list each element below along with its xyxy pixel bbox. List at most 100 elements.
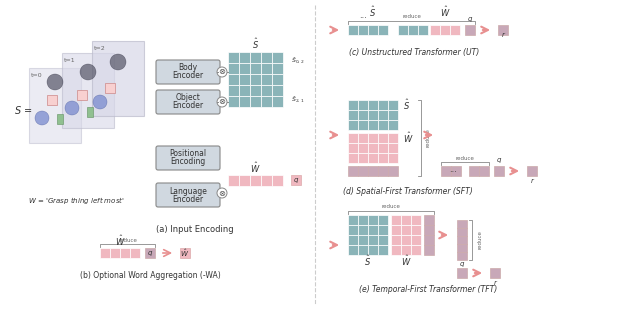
FancyBboxPatch shape [291, 175, 301, 185]
Circle shape [65, 101, 79, 115]
FancyBboxPatch shape [391, 215, 401, 225]
Text: Language: Language [169, 187, 207, 196]
FancyBboxPatch shape [378, 133, 388, 143]
FancyBboxPatch shape [228, 85, 239, 96]
FancyBboxPatch shape [105, 83, 115, 93]
Text: Encoder: Encoder [172, 101, 204, 110]
FancyBboxPatch shape [250, 63, 261, 74]
FancyBboxPatch shape [457, 244, 467, 252]
FancyBboxPatch shape [457, 228, 467, 236]
Text: (b) Optional Word Aggregation (-WA): (b) Optional Word Aggregation (-WA) [79, 271, 220, 280]
FancyBboxPatch shape [272, 52, 283, 63]
FancyBboxPatch shape [430, 25, 440, 35]
Text: $\hat{W}$: $\hat{W}$ [403, 131, 413, 145]
Text: q: q [148, 250, 152, 256]
Text: $\hat{S}$: $\hat{S}$ [369, 5, 376, 19]
Polygon shape [29, 68, 81, 143]
FancyBboxPatch shape [368, 143, 378, 153]
FancyBboxPatch shape [401, 225, 411, 235]
FancyBboxPatch shape [388, 153, 398, 163]
FancyBboxPatch shape [261, 63, 272, 74]
Text: q: q [460, 261, 464, 267]
FancyBboxPatch shape [272, 85, 283, 96]
FancyBboxPatch shape [272, 74, 283, 85]
Text: q: q [294, 177, 298, 183]
FancyBboxPatch shape [368, 215, 378, 225]
FancyBboxPatch shape [272, 175, 283, 186]
FancyBboxPatch shape [250, 74, 261, 85]
Text: ⊗: ⊗ [218, 98, 225, 107]
Circle shape [217, 97, 227, 107]
Polygon shape [92, 41, 144, 116]
Circle shape [47, 74, 63, 90]
FancyBboxPatch shape [388, 133, 398, 143]
FancyBboxPatch shape [469, 166, 479, 176]
FancyBboxPatch shape [348, 25, 358, 35]
FancyBboxPatch shape [368, 100, 378, 110]
FancyBboxPatch shape [368, 133, 378, 143]
FancyBboxPatch shape [368, 25, 378, 35]
Text: $\hat{S}$: $\hat{S}$ [364, 254, 372, 268]
FancyBboxPatch shape [388, 143, 398, 153]
FancyBboxPatch shape [358, 120, 368, 130]
FancyBboxPatch shape [239, 74, 250, 85]
FancyBboxPatch shape [348, 120, 358, 130]
Text: $\hat{W}$: $\hat{W}$ [440, 5, 451, 19]
FancyBboxPatch shape [424, 215, 434, 225]
FancyBboxPatch shape [391, 235, 401, 245]
FancyBboxPatch shape [398, 25, 408, 35]
FancyBboxPatch shape [110, 248, 120, 258]
FancyBboxPatch shape [239, 175, 250, 186]
FancyBboxPatch shape [401, 215, 411, 225]
FancyBboxPatch shape [465, 25, 475, 35]
Text: t=0: t=0 [31, 73, 43, 78]
Text: $\hat{S}_{2,1}$: $\hat{S}_{2,1}$ [291, 94, 305, 104]
FancyBboxPatch shape [494, 166, 504, 176]
FancyBboxPatch shape [87, 107, 93, 117]
FancyBboxPatch shape [261, 74, 272, 85]
Text: reduce: reduce [118, 237, 137, 242]
Polygon shape [62, 52, 114, 127]
FancyBboxPatch shape [272, 96, 283, 107]
FancyBboxPatch shape [368, 120, 378, 130]
FancyBboxPatch shape [358, 143, 368, 153]
Circle shape [217, 67, 227, 77]
Text: Encoding: Encoding [170, 157, 205, 166]
FancyBboxPatch shape [272, 63, 283, 74]
Circle shape [110, 54, 126, 70]
Text: q: q [497, 157, 501, 163]
FancyBboxPatch shape [368, 225, 378, 235]
FancyBboxPatch shape [388, 100, 398, 110]
FancyBboxPatch shape [391, 245, 401, 255]
FancyBboxPatch shape [388, 166, 398, 176]
FancyBboxPatch shape [120, 248, 130, 258]
FancyBboxPatch shape [378, 143, 388, 153]
Circle shape [217, 188, 227, 198]
FancyBboxPatch shape [348, 133, 358, 143]
Circle shape [35, 111, 49, 125]
FancyBboxPatch shape [391, 225, 401, 235]
FancyBboxPatch shape [358, 110, 368, 120]
Text: t=2: t=2 [94, 46, 106, 51]
FancyBboxPatch shape [348, 100, 358, 110]
FancyBboxPatch shape [368, 235, 378, 245]
Text: reduce: reduce [381, 205, 401, 210]
FancyBboxPatch shape [424, 245, 434, 255]
FancyBboxPatch shape [348, 225, 358, 235]
FancyBboxPatch shape [451, 166, 461, 176]
FancyBboxPatch shape [490, 268, 500, 278]
FancyBboxPatch shape [250, 52, 261, 63]
FancyBboxPatch shape [358, 235, 368, 245]
FancyBboxPatch shape [358, 25, 368, 35]
FancyBboxPatch shape [228, 96, 239, 107]
FancyBboxPatch shape [180, 248, 190, 258]
FancyBboxPatch shape [228, 63, 239, 74]
Text: (d) Spatial-First Transformer (SFT): (d) Spatial-First Transformer (SFT) [343, 187, 473, 196]
FancyBboxPatch shape [440, 25, 450, 35]
FancyBboxPatch shape [457, 268, 467, 278]
FancyBboxPatch shape [378, 110, 388, 120]
FancyBboxPatch shape [368, 245, 378, 255]
FancyBboxPatch shape [348, 153, 358, 163]
FancyBboxPatch shape [368, 153, 378, 163]
FancyBboxPatch shape [418, 25, 428, 35]
